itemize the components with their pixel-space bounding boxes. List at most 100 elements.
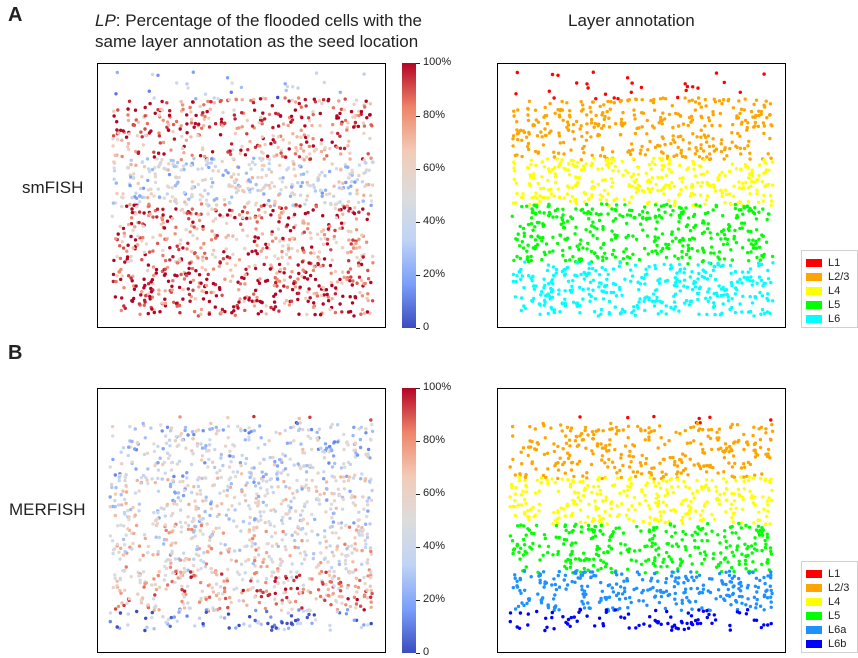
cell-point <box>591 288 595 292</box>
cell-point <box>679 188 683 192</box>
cell-point <box>225 488 230 492</box>
cell-point <box>521 537 526 542</box>
cell-point <box>310 123 314 128</box>
cell-point <box>606 99 610 104</box>
cell-point <box>582 558 586 563</box>
cell-point <box>267 167 271 171</box>
cell-point <box>609 177 614 181</box>
cell-point <box>111 585 115 590</box>
cell-point <box>616 169 621 173</box>
cell-point <box>684 155 688 159</box>
cell-point <box>214 203 219 207</box>
cell-point <box>343 558 348 563</box>
cell-point <box>640 489 644 494</box>
cell-point <box>356 200 361 205</box>
cell-point <box>282 581 286 585</box>
cell-point <box>214 294 219 298</box>
cell-point <box>598 488 602 493</box>
cell-point <box>365 454 370 459</box>
cell-point <box>514 485 518 490</box>
cell-point <box>290 185 294 189</box>
cell-point <box>739 168 743 172</box>
cell-point <box>545 157 550 161</box>
cell-point <box>229 476 233 480</box>
cell-point <box>344 567 348 571</box>
cell-point <box>142 298 147 302</box>
cell-point <box>626 150 630 154</box>
cell-point <box>366 503 370 507</box>
cell-point <box>140 175 144 179</box>
cell-point <box>767 479 772 483</box>
cell-point <box>332 237 336 241</box>
cell-point <box>271 125 275 130</box>
cell-point <box>579 168 583 172</box>
cell-point <box>339 168 343 172</box>
cell-point <box>764 542 768 546</box>
cell-point <box>166 456 171 460</box>
cell-point <box>708 415 712 419</box>
cell-point <box>219 551 223 555</box>
cell-point <box>591 100 595 104</box>
cell-point <box>145 157 150 161</box>
cell-point <box>529 234 533 239</box>
cell-point <box>278 114 283 118</box>
cell-point <box>523 475 528 479</box>
cell-point <box>154 267 159 272</box>
cell-point <box>609 238 614 242</box>
cell-point <box>604 159 608 163</box>
cell-point <box>166 123 171 127</box>
cell-point <box>675 153 679 157</box>
cell-point <box>277 193 281 197</box>
cell-point <box>274 602 278 606</box>
cell-point <box>697 291 701 295</box>
cell-point <box>533 225 537 229</box>
cell-point <box>540 175 544 179</box>
cell-point <box>654 496 658 501</box>
cell-point <box>704 135 708 140</box>
cell-point <box>243 493 247 497</box>
cell-point <box>714 485 718 489</box>
cell-point <box>720 101 724 106</box>
cell-point <box>725 154 729 158</box>
cell-point <box>295 621 300 626</box>
cell-point <box>709 236 713 240</box>
cell-point <box>228 449 232 453</box>
cell-point <box>359 262 364 267</box>
cell-point <box>706 290 710 294</box>
cell-point <box>606 272 610 277</box>
cell-point <box>298 621 303 626</box>
cell-point <box>600 476 604 481</box>
cell-point <box>256 312 260 316</box>
cell-point <box>369 605 373 609</box>
cell-point <box>279 211 284 215</box>
cell-point <box>177 610 181 614</box>
cell-point <box>766 268 770 273</box>
cell-point <box>730 422 734 427</box>
cell-point <box>234 626 238 630</box>
cell-point <box>147 169 152 174</box>
cell-point <box>303 211 308 216</box>
cell-point <box>692 162 696 166</box>
cell-point <box>327 569 332 573</box>
cell-point <box>131 505 135 510</box>
cell-point <box>312 251 316 255</box>
cell-point <box>569 461 574 465</box>
cell-point <box>130 279 134 283</box>
cell-point <box>166 168 170 172</box>
cell-point <box>115 579 119 583</box>
cell-point <box>600 265 604 270</box>
cell-point <box>511 279 515 284</box>
cell-point <box>358 578 362 583</box>
cell-point <box>340 270 345 274</box>
cell-point <box>509 482 514 487</box>
cell-point <box>361 207 365 211</box>
cell-point <box>515 254 519 259</box>
cell-point <box>575 304 579 308</box>
cell-point <box>180 599 184 604</box>
cell-point <box>628 213 633 218</box>
cell-point <box>307 119 312 123</box>
cell-point <box>548 101 552 106</box>
cell-point <box>745 440 749 444</box>
cell-point <box>327 450 331 454</box>
cell-point <box>273 597 277 601</box>
